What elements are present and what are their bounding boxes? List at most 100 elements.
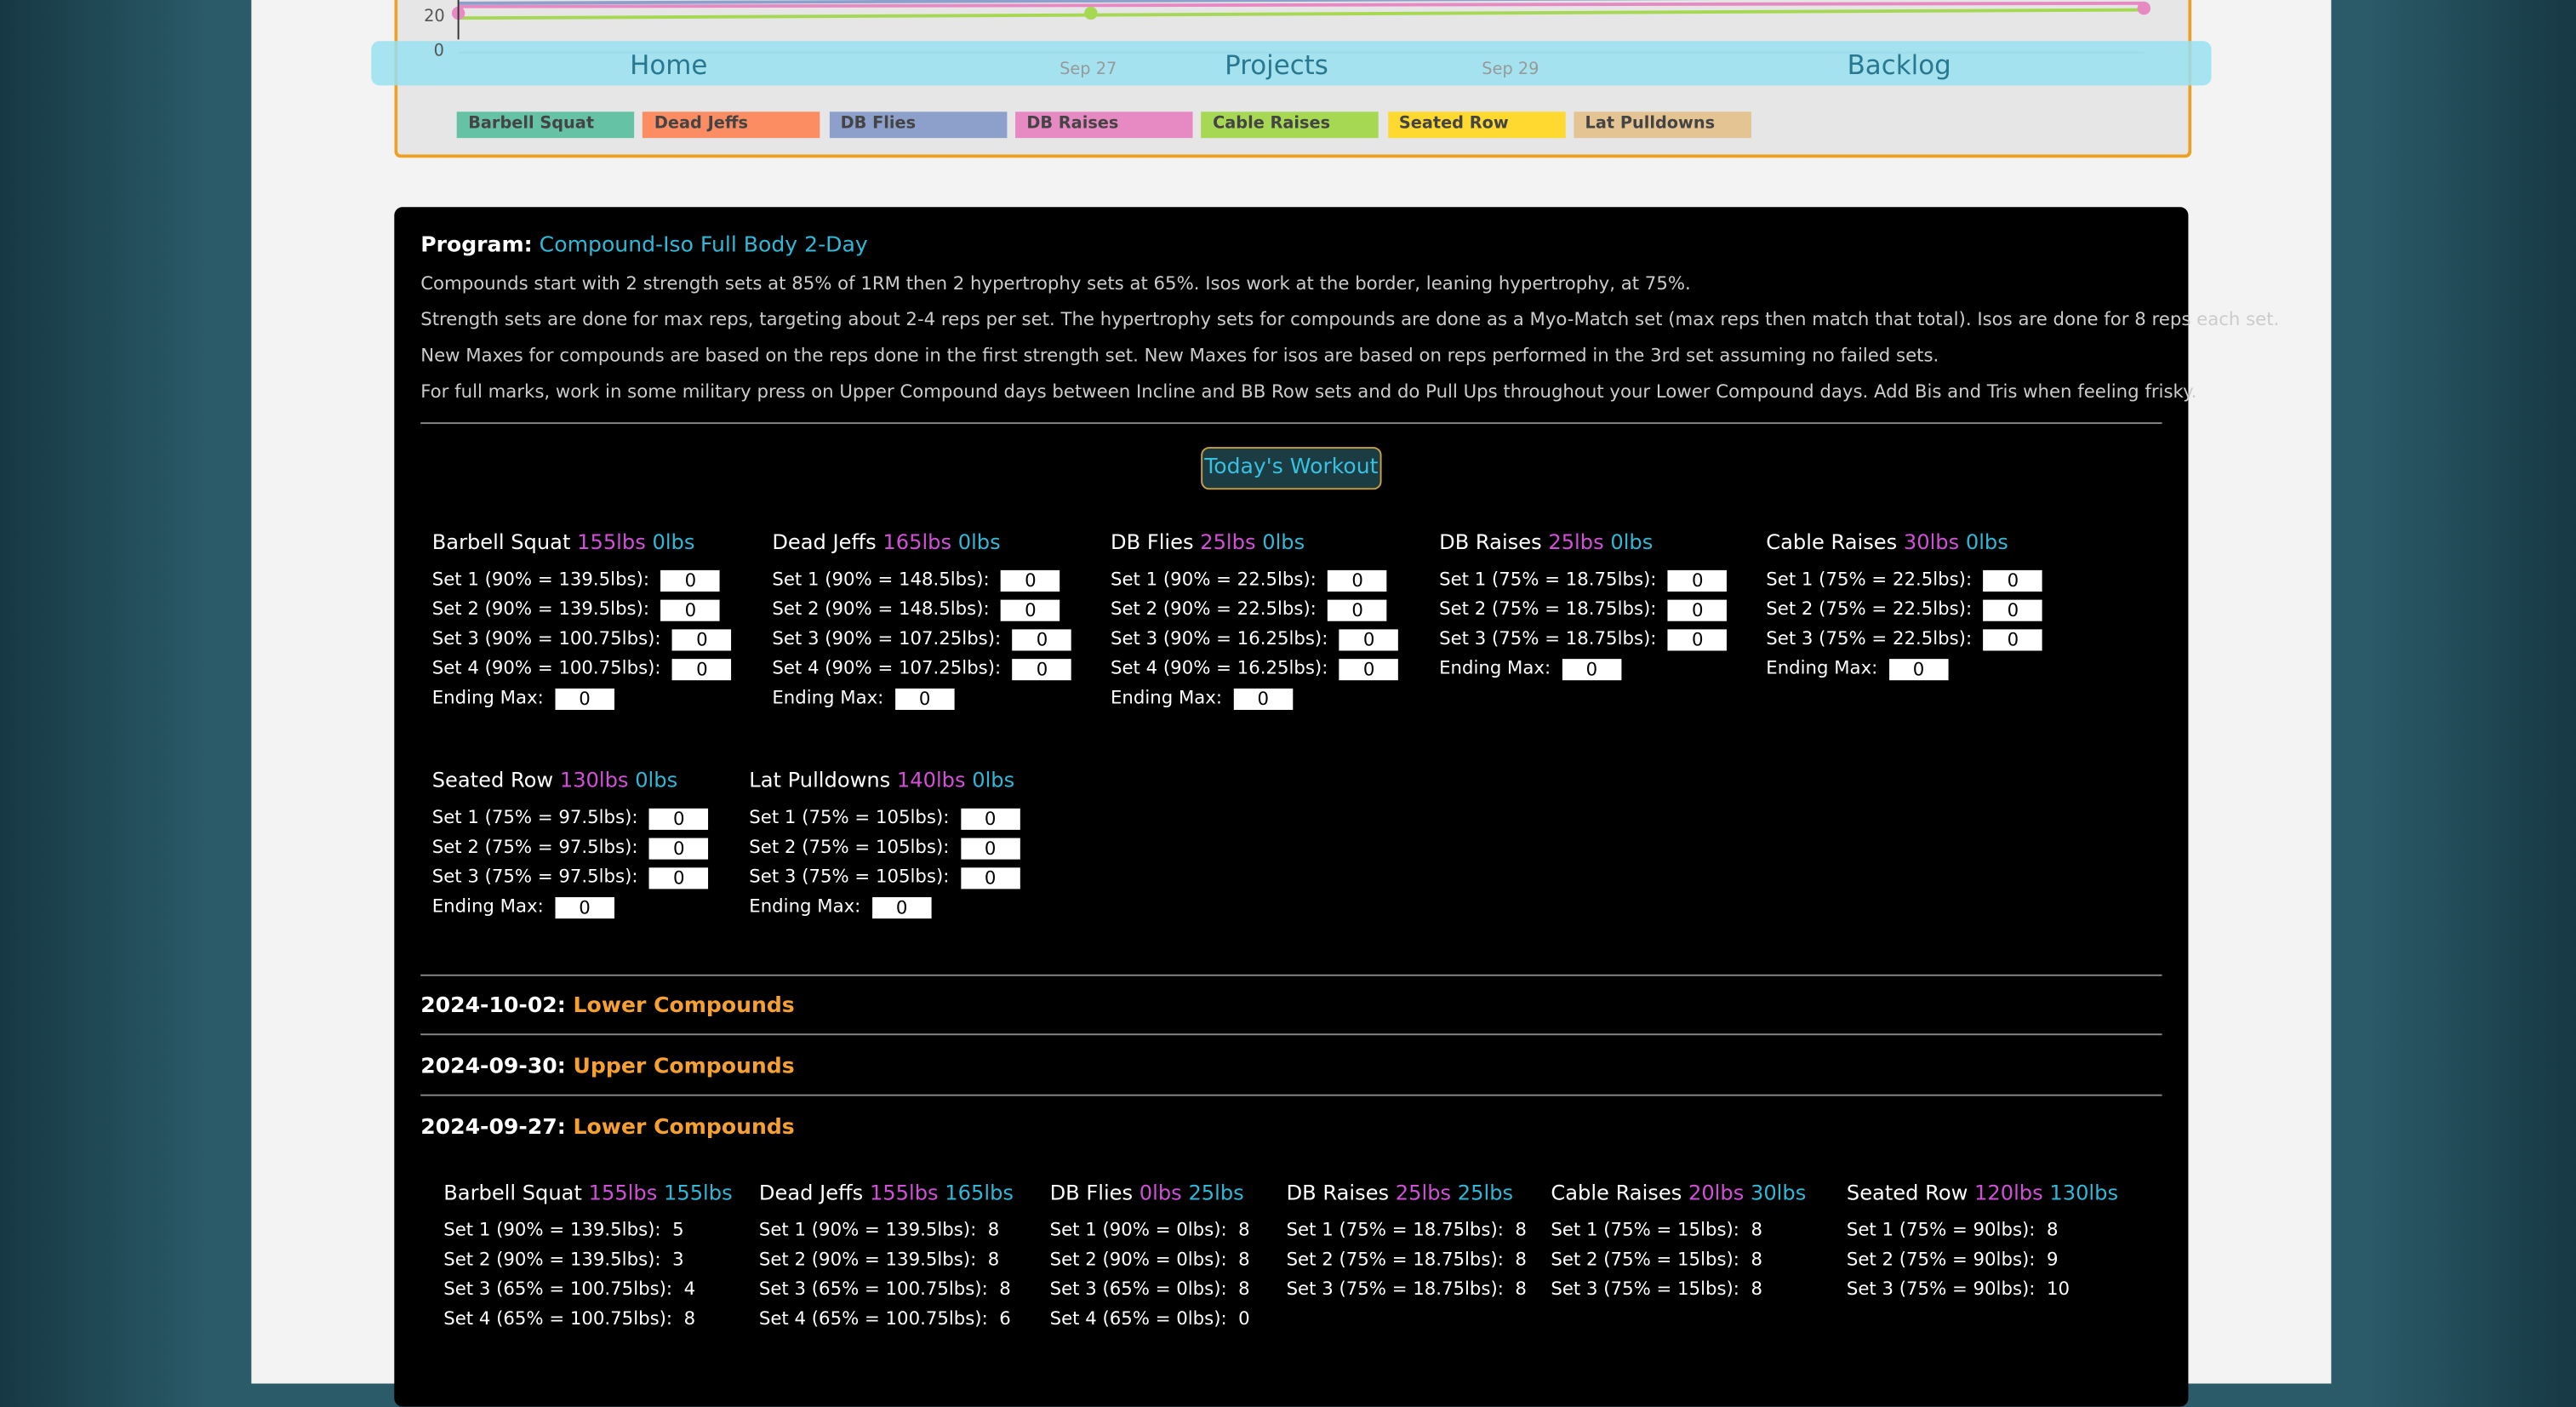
set-row: Set 2 (90% = 139.5lbs): 0 [431, 598, 721, 621]
set-label: Set 2 (90% = 139.5lbs): [758, 1249, 977, 1271]
history-entry[interactable]: 2024-09-30: Upper Compounds [420, 1055, 794, 1079]
set-row: Set 1 (75% = 97.5lbs): 0 [432, 807, 709, 829]
rep-input[interactable]: 0 [1667, 628, 1728, 650]
set-label: Set 1 (90% = 0lbs): [1049, 1219, 1227, 1241]
rep-input[interactable]: 0 [1001, 598, 1060, 621]
set-label: Set 2 (90% = 139.5lbs): [431, 598, 650, 620]
set-label: Set 3 (75% = 22.5lbs): [1766, 627, 1973, 649]
legend-item[interactable]: DB Flies [829, 112, 1007, 139]
rep-input[interactable]: 0 [1339, 628, 1399, 650]
rep-input[interactable]: 0 [1888, 658, 1949, 680]
legend-item[interactable]: Lat Pulldowns [1574, 112, 1751, 139]
exercise-max: 0lbs [1610, 529, 1654, 554]
set-label: Set 2 (75% = 105lbs): [749, 836, 950, 858]
set-row: Set 2 (75% = 18.75lbs): 8 [1287, 1249, 1527, 1270]
rep-input[interactable]: 0 [1983, 598, 2043, 621]
rep-value: 6 [999, 1307, 1011, 1330]
divider [420, 422, 2162, 425]
exercise-title: DB Raises 25lbs 25lbs [1287, 1180, 1514, 1204]
history-type: Upper Compounds [573, 1055, 795, 1080]
rep-input[interactable]: 0 [672, 658, 732, 680]
program-panel [394, 207, 2189, 1407]
rep-input[interactable]: 0 [649, 837, 709, 859]
rep-input[interactable]: 0 [1001, 569, 1060, 592]
legend-item[interactable]: Seated Row [1387, 112, 1565, 139]
exercise-weight: 120lbs [1974, 1180, 2043, 1205]
rep-input[interactable]: 0 [960, 867, 1020, 889]
rep-input[interactable]: 0 [1667, 569, 1728, 592]
rep-input[interactable]: 0 [1328, 569, 1387, 592]
set-row: Set 2 (90% = 139.5lbs): 3 [443, 1249, 683, 1270]
set-row: Set 2 (90% = 0lbs): 8 [1050, 1249, 1250, 1270]
rep-input[interactable]: 0 [660, 598, 721, 621]
set-label: Set 3 (75% = 18.75lbs): [1286, 1278, 1504, 1301]
history-entry[interactable]: 2024-09-27: Lower Compounds [420, 1116, 795, 1141]
today-button[interactable]: Today's Workout [1201, 447, 1382, 490]
exercise-title: Seated Row 130lbs 0lbs [432, 768, 677, 792]
set-label: Set 1 (75% = 105lbs): [749, 806, 950, 828]
rep-value: 9 [2046, 1249, 2059, 1271]
set-row: Set 4 (90% = 100.75lbs): 0 [432, 657, 732, 680]
exercise-title: Cable Raises 20lbs 30lbs [1551, 1180, 1806, 1204]
rep-input[interactable]: 0 [1012, 628, 1072, 650]
rep-input[interactable]: 0 [871, 896, 932, 918]
set-label: Set 1 (75% = 22.5lbs): [1766, 568, 1973, 591]
divider [420, 1094, 2162, 1096]
rep-input[interactable]: 0 [660, 569, 721, 592]
legend-item[interactable]: Dead Jeffs [643, 112, 820, 139]
rep-input[interactable]: 0 [649, 867, 709, 889]
nav-link[interactable]: Home [630, 49, 708, 81]
legend-item[interactable]: Barbell Squat [456, 112, 635, 139]
rep-value: 8 [999, 1278, 1011, 1301]
rep-value: 8 [1238, 1219, 1250, 1241]
legend-item[interactable]: DB Raises [1014, 112, 1193, 139]
exercise-max: 155lbs [663, 1180, 733, 1205]
history-date: 2024-09-30: [420, 1055, 566, 1080]
exercise-name: Seated Row [1846, 1180, 1968, 1205]
nav-link[interactable]: Backlog [1847, 49, 1951, 81]
exercise-title: Barbell Squat 155lbs 0lbs [432, 529, 695, 554]
rep-input[interactable]: 0 [555, 896, 614, 918]
set-label: Set 4 (65% = 100.75lbs): [443, 1307, 673, 1330]
rep-input[interactable]: 0 [894, 687, 955, 710]
exercise-title: DB Flies 25lbs 0lbs [1111, 529, 1305, 554]
set-row: Set 1 (90% = 148.5lbs): 0 [772, 569, 1060, 592]
rep-input[interactable]: 0 [960, 807, 1020, 829]
set-row: Set 1 (75% = 105lbs): 0 [749, 807, 1020, 829]
rep-input[interactable]: 0 [649, 807, 709, 829]
exercise-max: 0lbs [652, 529, 695, 554]
set-row: Ending Max: 0 [1766, 657, 1949, 680]
exercise-weight: 25lbs [1548, 529, 1604, 554]
history-entry[interactable]: 2024-10-02: Lower Compounds [420, 994, 795, 1019]
rep-input[interactable]: 0 [1339, 658, 1399, 680]
rep-value: 8 [1751, 1219, 1763, 1241]
rep-input[interactable]: 0 [1328, 598, 1387, 621]
nav-link[interactable]: Projects [1225, 49, 1328, 81]
set-row: Set 4 (90% = 16.25lbs): 0 [1111, 657, 1399, 680]
exercise-name: Dead Jeffs [772, 529, 877, 554]
set-row: Set 3 (75% = 97.5lbs): 0 [432, 866, 709, 889]
set-label: Set 1 (75% = 18.75lbs): [1439, 568, 1657, 591]
exercise-title: DB Flies 0lbs 25lbs [1050, 1180, 1244, 1204]
history-type: Lower Compounds [573, 1115, 795, 1141]
rep-input[interactable]: 0 [960, 837, 1020, 859]
rep-input[interactable]: 0 [1983, 628, 2043, 650]
set-row: Set 3 (75% = 105lbs): 0 [749, 866, 1020, 889]
rep-value: 10 [2046, 1278, 2071, 1301]
rep-input[interactable]: 0 [1012, 658, 1072, 680]
rep-input[interactable]: 0 [1562, 658, 1622, 680]
rep-input[interactable]: 0 [1233, 687, 1294, 710]
set-label: Set 3 (65% = 100.75lbs): [443, 1278, 673, 1301]
set-label: Set 4 (90% = 16.25lbs): [1111, 657, 1328, 679]
rep-input[interactable]: 0 [1983, 569, 2043, 592]
rep-input[interactable]: 0 [555, 687, 614, 710]
point [1084, 6, 1098, 20]
rep-value: 3 [672, 1249, 684, 1271]
program-name[interactable]: Compound-Iso Full Body 2-Day [539, 233, 868, 259]
history-date: 2024-10-02: [420, 993, 566, 1019]
legend-item[interactable]: Cable Raises [1201, 112, 1379, 139]
set-label: Set 2 (90% = 0lbs): [1049, 1249, 1227, 1271]
rep-value: 8 [1515, 1219, 1527, 1241]
rep-input[interactable]: 0 [672, 628, 732, 650]
rep-input[interactable]: 0 [1667, 598, 1728, 621]
